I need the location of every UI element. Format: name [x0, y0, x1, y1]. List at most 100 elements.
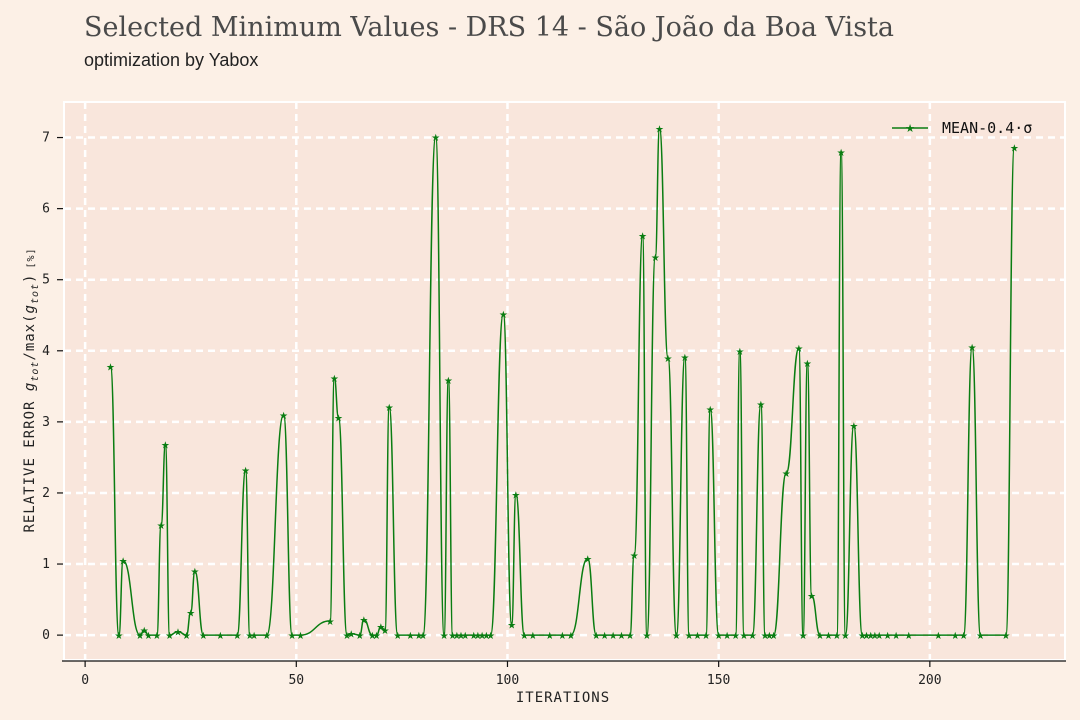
data-point-star: ★	[216, 631, 225, 642]
y-axis-label-math: g	[22, 382, 38, 391]
data-point-star: ★	[583, 554, 592, 565]
data-point-star: ★	[182, 631, 191, 642]
x-tick-label: 150	[707, 673, 730, 688]
data-point-star: ★	[119, 557, 128, 568]
y-axis-label-sub2: tot	[30, 283, 41, 304]
data-point-star: ★	[951, 631, 960, 642]
data-point-star: ★	[372, 631, 381, 642]
data-point-star: ★	[731, 631, 740, 642]
y-tick-label: 7	[42, 131, 50, 146]
data-point-star: ★	[381, 626, 390, 637]
data-point-star: ★	[457, 631, 466, 642]
x-tick-label: 100	[496, 673, 519, 688]
y-tick-label: 4	[42, 344, 50, 359]
series-layer: ★★★★★★ ★★★★ ★ ★★★★ ★ ★★★★ ★★★ ★★★★★★ ★★★★★★★★ ★ ★★…	[106, 124, 1019, 642]
data-point-star: ★	[702, 631, 711, 642]
data-point-star: ★	[347, 630, 356, 641]
data-point-star: ★	[672, 631, 681, 642]
data-point-star: ★	[440, 631, 449, 642]
data-point-star: ★	[807, 591, 816, 602]
x-tick-label: 200	[918, 673, 941, 688]
chart-title: Selected Minimum Values - DRS 14 - São J…	[84, 12, 894, 43]
data-point-star: ★	[296, 631, 305, 642]
data-point-star: ★	[431, 133, 440, 144]
data-point-star: ★	[478, 631, 487, 642]
data-point-star: ★	[326, 617, 335, 628]
data-point-star: ★	[651, 253, 660, 264]
x-axis-label: ITERATIONS	[516, 690, 610, 706]
data-point-star: ★	[199, 631, 208, 642]
data-point-star: ★	[452, 631, 461, 642]
data-point-star: ★	[368, 631, 377, 642]
data-point-star: ★	[976, 631, 985, 642]
data-point-star: ★	[419, 631, 428, 642]
data-point-star: ★	[186, 608, 195, 619]
data-point-star: ★	[782, 469, 791, 480]
data-point-star: ★	[245, 631, 254, 642]
data-point-star: ★	[600, 631, 609, 642]
data-point-star: ★	[837, 148, 846, 159]
data-point-star: ★	[630, 551, 639, 562]
data-point-star: ★	[617, 631, 626, 642]
data-point-star: ★	[469, 631, 478, 642]
data-point-star: ★	[473, 631, 482, 642]
y-axis-label-main: RELATIVE ERROR	[22, 391, 38, 532]
data-point-star: ★	[444, 376, 453, 387]
y-axis-label-mid: /max(	[22, 313, 38, 360]
data-point-star: ★	[250, 631, 259, 642]
legend-marker-star-icon: ★	[905, 123, 915, 135]
data-point-star: ★	[740, 631, 749, 642]
x-tick-label: 50	[288, 673, 304, 688]
data-point-star: ★	[714, 631, 723, 642]
x-tick-label: 0	[81, 673, 89, 688]
y-axis-label: RELATIVE ERROR gtot/max(gtot)[%]	[22, 247, 41, 532]
data-point-star: ★	[862, 631, 871, 642]
data-point-star: ★	[359, 616, 368, 627]
data-point-star: ★	[482, 631, 491, 642]
data-point-star: ★	[499, 310, 508, 321]
data-point-star: ★	[934, 631, 943, 642]
data-point-star: ★	[756, 400, 765, 411]
data-point-star: ★	[144, 631, 153, 642]
legend: ★ MEAN-0.4·σ	[892, 119, 1032, 137]
data-point-star: ★	[558, 631, 567, 642]
data-point-star: ★	[461, 631, 470, 642]
data-point-star: ★	[190, 567, 199, 578]
data-point-star: ★	[841, 631, 850, 642]
data-point-star: ★	[343, 631, 352, 642]
data-point-star: ★	[157, 521, 166, 532]
data-point-star: ★	[892, 631, 901, 642]
data-point-star: ★	[799, 631, 808, 642]
data-point-star: ★	[528, 631, 537, 642]
data-point-star: ★	[638, 232, 647, 243]
y-tick-label: 1	[42, 557, 50, 572]
data-point-star: ★	[486, 631, 495, 642]
y-tick-label: 5	[42, 273, 50, 288]
y-tick-label: 2	[42, 486, 50, 501]
data-point-star: ★	[685, 631, 694, 642]
data-point-star: ★	[241, 466, 250, 477]
data-point-star: ★	[735, 347, 744, 358]
y-axis-label-math2: g	[22, 304, 38, 313]
y-tick-label: 6	[42, 202, 50, 217]
data-point-star: ★	[1010, 144, 1019, 155]
data-point-star: ★	[334, 414, 343, 425]
data-point-star: ★	[626, 631, 635, 642]
data-point-star: ★	[693, 631, 702, 642]
data-point-star: ★	[106, 362, 115, 373]
chart-subtitle: optimization by Yabox	[84, 50, 259, 70]
data-point-star: ★	[824, 631, 833, 642]
data-point-star: ★	[870, 631, 879, 642]
data-point-star: ★	[664, 354, 673, 365]
data-point-star: ★	[706, 405, 715, 416]
data-point-star: ★	[507, 621, 516, 632]
legend-label: MEAN-0.4·σ	[942, 119, 1032, 137]
data-point-star: ★	[114, 631, 123, 642]
data-point-star: ★	[161, 441, 170, 452]
y-axis-label-unit: [%]	[26, 247, 37, 268]
data-point-star: ★	[566, 631, 575, 642]
data-point-star: ★	[1001, 631, 1010, 642]
y-axis-label-end: )	[22, 274, 38, 283]
data-point-star: ★	[279, 411, 288, 422]
data-point-star: ★	[414, 631, 423, 642]
